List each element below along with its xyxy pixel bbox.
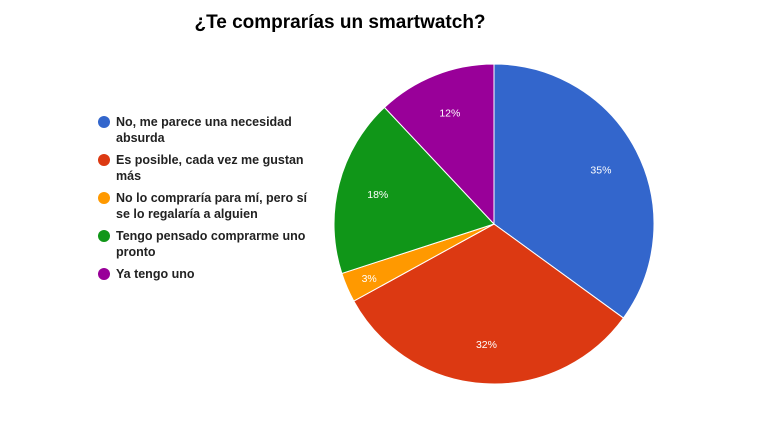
legend-swatch: [98, 268, 110, 280]
legend-label: No, me parece una necesidad absurda: [116, 115, 292, 145]
legend-item[interactable]: Ya tengo uno: [98, 266, 313, 282]
pie-slice[interactable]: [333, 106, 495, 275]
slice-label: 12%: [439, 107, 460, 119]
slice-label: 3%: [362, 273, 377, 285]
chart-title: ¿Te comprarías un smartwatch?: [194, 12, 486, 33]
slice-label: 32%: [476, 339, 497, 351]
legend-item[interactable]: No lo compraría para mí, pero sí se lo r…: [98, 190, 313, 222]
legend-item[interactable]: No, me parece una necesidad absurda: [98, 114, 313, 146]
legend: No, me parece una necesidad absurda Es p…: [98, 114, 313, 288]
pie-slice[interactable]: [493, 63, 655, 319]
slice-label: 35%: [590, 165, 611, 177]
legend-item[interactable]: Es posible, cada vez me gustan más: [98, 152, 313, 184]
legend-label: Tengo pensado comprarme uno pronto: [116, 229, 306, 259]
slice-label: 18%: [367, 189, 388, 201]
legend-item[interactable]: Tengo pensado comprarme uno pronto: [98, 228, 313, 260]
legend-swatch: [98, 230, 110, 242]
pie-slice[interactable]: [353, 223, 625, 385]
legend-swatch: [98, 192, 110, 204]
legend-swatch: [98, 154, 110, 166]
legend-label: Es posible, cada vez me gustan más: [116, 153, 304, 183]
legend-label: Ya tengo uno: [116, 267, 195, 281]
legend-label: No lo compraría para mí, pero sí se lo r…: [116, 191, 308, 221]
pie-slice[interactable]: [383, 63, 495, 226]
legend-swatch: [98, 116, 110, 128]
